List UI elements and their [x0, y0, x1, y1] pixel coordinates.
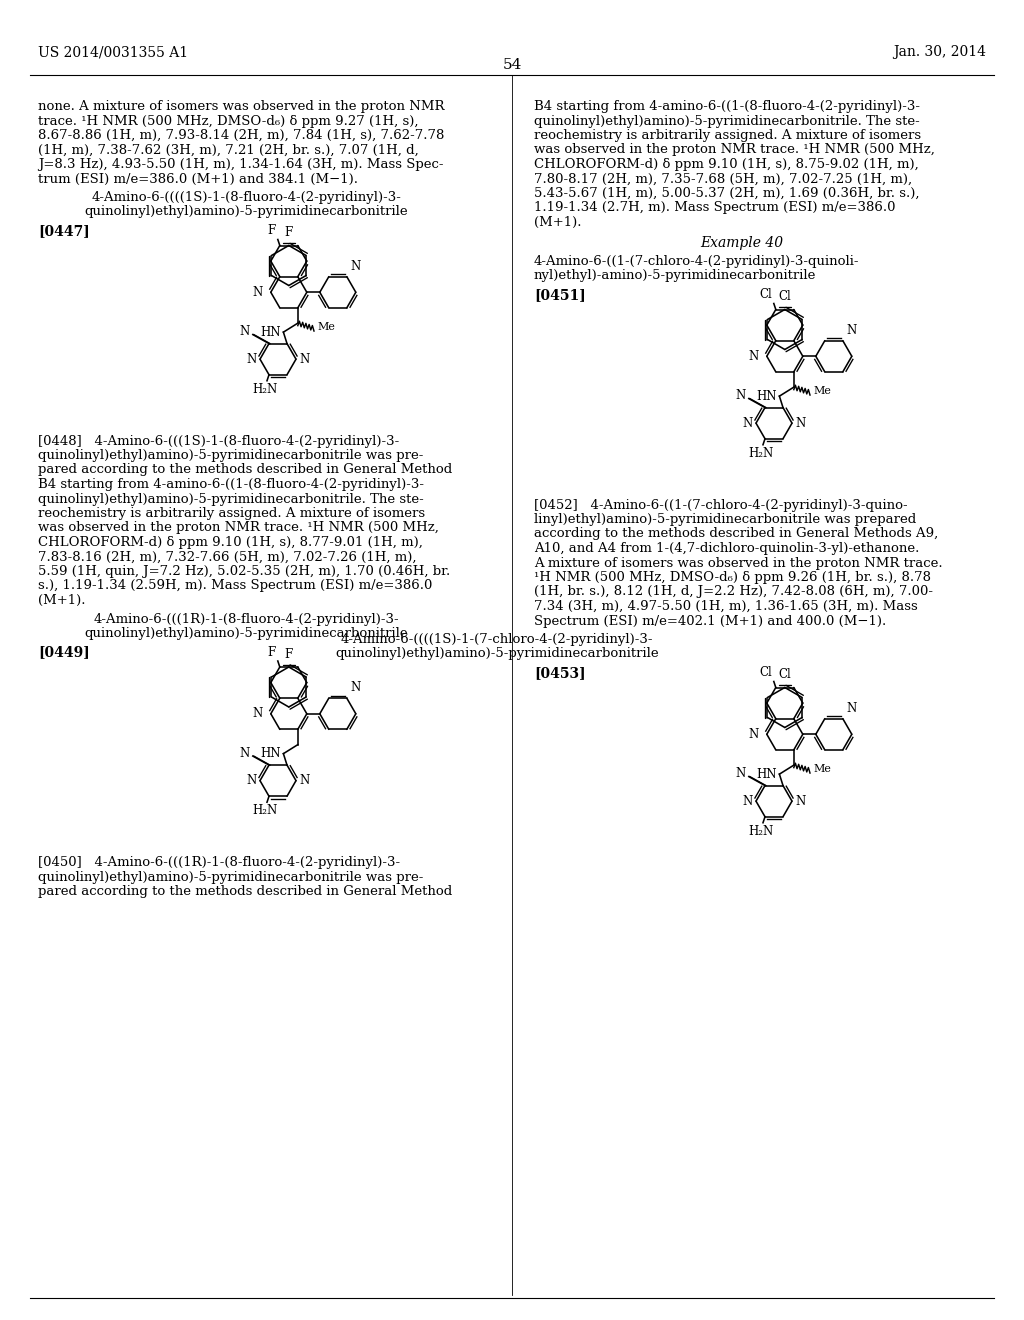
- Text: N: N: [749, 727, 759, 741]
- Text: 54: 54: [503, 58, 521, 73]
- Text: 7.34 (3H, m), 4.97-5.50 (1H, m), 1.36-1.65 (3H, m). Mass: 7.34 (3H, m), 4.97-5.50 (1H, m), 1.36-1.…: [534, 601, 918, 612]
- Text: (M+1).: (M+1).: [534, 216, 582, 228]
- Text: (1H, m), 7.38-7.62 (3H, m), 7.21 (2H, br. s.), 7.07 (1H, d,: (1H, m), 7.38-7.62 (3H, m), 7.21 (2H, br…: [38, 144, 419, 157]
- Text: Cl: Cl: [759, 289, 772, 301]
- Text: Cl: Cl: [759, 667, 772, 680]
- Text: was observed in the proton NMR trace. ¹H NMR (500 MHz,: was observed in the proton NMR trace. ¹H…: [534, 144, 935, 157]
- Text: 4-Amino-6-(((1R)-1-(8-fluoro-4-(2-pyridinyl)-3-: 4-Amino-6-(((1R)-1-(8-fluoro-4-(2-pyridi…: [93, 612, 398, 626]
- Text: reochemistry is arbitrarily assigned. A mixture of isomers: reochemistry is arbitrarily assigned. A …: [534, 129, 922, 143]
- Text: HN: HN: [260, 326, 281, 339]
- Text: N: N: [240, 325, 250, 338]
- Text: N: N: [742, 795, 753, 808]
- Text: ¹H NMR (500 MHz, DMSO-d₆) δ ppm 9.26 (1H, br. s.), 8.78: ¹H NMR (500 MHz, DMSO-d₆) δ ppm 9.26 (1H…: [534, 572, 931, 583]
- Text: according to the methods described in General Methods A9,: according to the methods described in Ge…: [534, 528, 938, 540]
- Text: [0449]: [0449]: [38, 645, 90, 660]
- Text: Spectrum (ESI) m/e=402.1 (M+1) and 400.0 (M−1).: Spectrum (ESI) m/e=402.1 (M+1) and 400.0…: [534, 615, 886, 627]
- Text: (M+1).: (M+1).: [38, 594, 85, 607]
- Text: Cl: Cl: [778, 290, 792, 304]
- Text: N: N: [351, 260, 361, 273]
- Text: Example 40: Example 40: [700, 236, 783, 251]
- Text: N: N: [847, 323, 857, 337]
- Text: pared according to the methods described in General Method: pared according to the methods described…: [38, 463, 453, 477]
- Text: quinolinyl)ethyl)amino)-5-pyrimidinecarbonitrile was pre-: quinolinyl)ethyl)amino)-5-pyrimidinecarb…: [38, 870, 423, 883]
- Text: N: N: [742, 417, 753, 429]
- Text: N: N: [351, 681, 361, 694]
- Text: A mixture of isomers was observed in the proton NMR trace.: A mixture of isomers was observed in the…: [534, 557, 943, 569]
- Text: Jan. 30, 2014: Jan. 30, 2014: [893, 45, 986, 59]
- Text: [0450]   4-Amino-6-(((1R)-1-(8-fluoro-4-(2-pyridinyl)-3-: [0450] 4-Amino-6-(((1R)-1-(8-fluoro-4-(2…: [38, 855, 400, 869]
- Text: F: F: [267, 645, 275, 659]
- Text: N: N: [253, 708, 263, 721]
- Text: CHLOROFORM-d) δ ppm 9.10 (1H, s), 8.77-9.01 (1H, m),: CHLOROFORM-d) δ ppm 9.10 (1H, s), 8.77-9…: [38, 536, 423, 549]
- Text: 5.43-5.67 (1H, m), 5.00-5.37 (2H, m), 1.69 (0.36H, br. s.),: 5.43-5.67 (1H, m), 5.00-5.37 (2H, m), 1.…: [534, 187, 920, 201]
- Text: HN: HN: [260, 747, 281, 760]
- Text: Me: Me: [813, 763, 830, 774]
- Text: reochemistry is arbitrarily assigned. A mixture of isomers: reochemistry is arbitrarily assigned. A …: [38, 507, 425, 520]
- Text: H₂N: H₂N: [252, 804, 278, 817]
- Text: [0448]   4-Amino-6-(((1S)-1-(8-fluoro-4-(2-pyridinyl)-3-: [0448] 4-Amino-6-(((1S)-1-(8-fluoro-4-(2…: [38, 434, 399, 447]
- Text: B4 starting from 4-amino-6-((1-(8-fluoro-4-(2-pyridinyl)-3-: B4 starting from 4-amino-6-((1-(8-fluoro…: [38, 478, 424, 491]
- Text: N: N: [253, 285, 263, 298]
- Text: H₂N: H₂N: [252, 383, 278, 396]
- Text: F: F: [285, 648, 293, 661]
- Text: H₂N: H₂N: [749, 825, 773, 838]
- Text: 4-Amino-6-((1-(7-chloro-4-(2-pyridinyl)-3-quinoli-: 4-Amino-6-((1-(7-chloro-4-(2-pyridinyl)-…: [534, 255, 859, 268]
- Text: US 2014/0031355 A1: US 2014/0031355 A1: [38, 45, 188, 59]
- Text: F: F: [285, 227, 293, 239]
- Text: N: N: [795, 795, 805, 808]
- Text: J=8.3 Hz), 4.93-5.50 (1H, m), 1.34-1.64 (3H, m). Mass Spec-: J=8.3 Hz), 4.93-5.50 (1H, m), 1.34-1.64 …: [38, 158, 443, 172]
- Text: CHLOROFORM-d) δ ppm 9.10 (1H, s), 8.75-9.02 (1H, m),: CHLOROFORM-d) δ ppm 9.10 (1H, s), 8.75-9…: [534, 158, 919, 172]
- Text: HN: HN: [756, 768, 776, 780]
- Text: 5.59 (1H, quin, J=7.2 Hz), 5.02-5.35 (2H, m), 1.70 (0.46H, br.: 5.59 (1H, quin, J=7.2 Hz), 5.02-5.35 (2H…: [38, 565, 451, 578]
- Text: N: N: [240, 747, 250, 759]
- Text: Me: Me: [317, 322, 335, 331]
- Text: 4-Amino-6-((((1S)-1-(7-chloro-4-(2-pyridinyl)-3-: 4-Amino-6-((((1S)-1-(7-chloro-4-(2-pyrid…: [341, 634, 653, 645]
- Text: N: N: [735, 389, 745, 403]
- Text: quinolinyl)ethyl)amino)-5-pyrimidinecarbonitrile was pre-: quinolinyl)ethyl)amino)-5-pyrimidinecarb…: [38, 449, 423, 462]
- Text: 4-Amino-6-((((1S)-1-(8-fluoro-4-(2-pyridinyl)-3-: 4-Amino-6-((((1S)-1-(8-fluoro-4-(2-pyrid…: [91, 191, 401, 205]
- Text: quinolinyl)ethyl)amino)-5-pyrimidinecarbonitrile. The ste-: quinolinyl)ethyl)amino)-5-pyrimidinecarb…: [38, 492, 424, 506]
- Text: quinolinyl)ethyl)amino)-5-pyrimidinecarbonitrile: quinolinyl)ethyl)amino)-5-pyrimidinecarb…: [335, 648, 658, 660]
- Text: nyl)ethyl)-amino)-5-pyrimidinecarbonitrile: nyl)ethyl)-amino)-5-pyrimidinecarbonitri…: [534, 269, 816, 282]
- Text: 8.67-8.86 (1H, m), 7.93-8.14 (2H, m), 7.84 (1H, s), 7.62-7.78: 8.67-8.86 (1H, m), 7.93-8.14 (2H, m), 7.…: [38, 129, 444, 143]
- Text: Cl: Cl: [778, 668, 792, 681]
- Text: A10, and A4 from 1-(4,7-dichloro-quinolin-3-yl)-ethanone.: A10, and A4 from 1-(4,7-dichloro-quinoli…: [534, 543, 920, 554]
- Text: quinolinyl)ethyl)amino)-5-pyrimidinecarbonitrile: quinolinyl)ethyl)amino)-5-pyrimidinecarb…: [84, 627, 408, 640]
- Text: N: N: [847, 702, 857, 714]
- Text: pared according to the methods described in General Method: pared according to the methods described…: [38, 884, 453, 898]
- Text: trum (ESI) m/e=386.0 (M+1) and 384.1 (M−1).: trum (ESI) m/e=386.0 (M+1) and 384.1 (M−…: [38, 173, 358, 186]
- Text: N: N: [795, 417, 805, 429]
- Text: [0452]   4-Amino-6-((1-(7-chloro-4-(2-pyridinyl)-3-quino-: [0452] 4-Amino-6-((1-(7-chloro-4-(2-pyri…: [534, 499, 907, 511]
- Text: (1H, br. s.), 8.12 (1H, d, J=2.2 Hz), 7.42-8.08 (6H, m), 7.00-: (1H, br. s.), 8.12 (1H, d, J=2.2 Hz), 7.…: [534, 586, 933, 598]
- Text: s.), 1.19-1.34 (2.59H, m). Mass Spectrum (ESI) m/e=386.0: s.), 1.19-1.34 (2.59H, m). Mass Spectrum…: [38, 579, 432, 593]
- Text: F: F: [267, 224, 275, 238]
- Text: 7.83-8.16 (2H, m), 7.32-7.66 (5H, m), 7.02-7.26 (1H, m),: 7.83-8.16 (2H, m), 7.32-7.66 (5H, m), 7.…: [38, 550, 417, 564]
- Text: [0447]: [0447]: [38, 224, 90, 238]
- Text: [0451]: [0451]: [534, 288, 586, 302]
- Text: none. A mixture of isomers was observed in the proton NMR: none. A mixture of isomers was observed …: [38, 100, 444, 114]
- Text: trace. ¹H NMR (500 MHz, DMSO-d₆) δ ppm 9.27 (1H, s),: trace. ¹H NMR (500 MHz, DMSO-d₆) δ ppm 9…: [38, 115, 419, 128]
- Text: was observed in the proton NMR trace. ¹H NMR (500 MHz,: was observed in the proton NMR trace. ¹H…: [38, 521, 439, 535]
- Text: 1.19-1.34 (2.7H, m). Mass Spectrum (ESI) m/e=386.0: 1.19-1.34 (2.7H, m). Mass Spectrum (ESI)…: [534, 202, 896, 214]
- Text: linyl)ethyl)amino)-5-pyrimidinecarbonitrile was prepared: linyl)ethyl)amino)-5-pyrimidinecarbonitr…: [534, 513, 916, 525]
- Text: N: N: [299, 774, 309, 787]
- Text: N: N: [735, 767, 745, 780]
- Text: Me: Me: [813, 385, 830, 396]
- Text: N: N: [247, 774, 257, 787]
- Text: HN: HN: [756, 389, 776, 403]
- Text: [0453]: [0453]: [534, 667, 586, 680]
- Text: N: N: [299, 352, 309, 366]
- Text: H₂N: H₂N: [749, 446, 773, 459]
- Text: 7.80-8.17 (2H, m), 7.35-7.68 (5H, m), 7.02-7.25 (1H, m),: 7.80-8.17 (2H, m), 7.35-7.68 (5H, m), 7.…: [534, 173, 912, 186]
- Text: quinolinyl)ethyl)amino)-5-pyrimidinecarbonitrile. The ste-: quinolinyl)ethyl)amino)-5-pyrimidinecarb…: [534, 115, 920, 128]
- Text: quinolinyl)ethyl)amino)-5-pyrimidinecarbonitrile: quinolinyl)ethyl)amino)-5-pyrimidinecarb…: [84, 206, 408, 219]
- Text: B4 starting from 4-amino-6-((1-(8-fluoro-4-(2-pyridinyl)-3-: B4 starting from 4-amino-6-((1-(8-fluoro…: [534, 100, 920, 114]
- Text: N: N: [247, 352, 257, 366]
- Text: N: N: [749, 350, 759, 363]
